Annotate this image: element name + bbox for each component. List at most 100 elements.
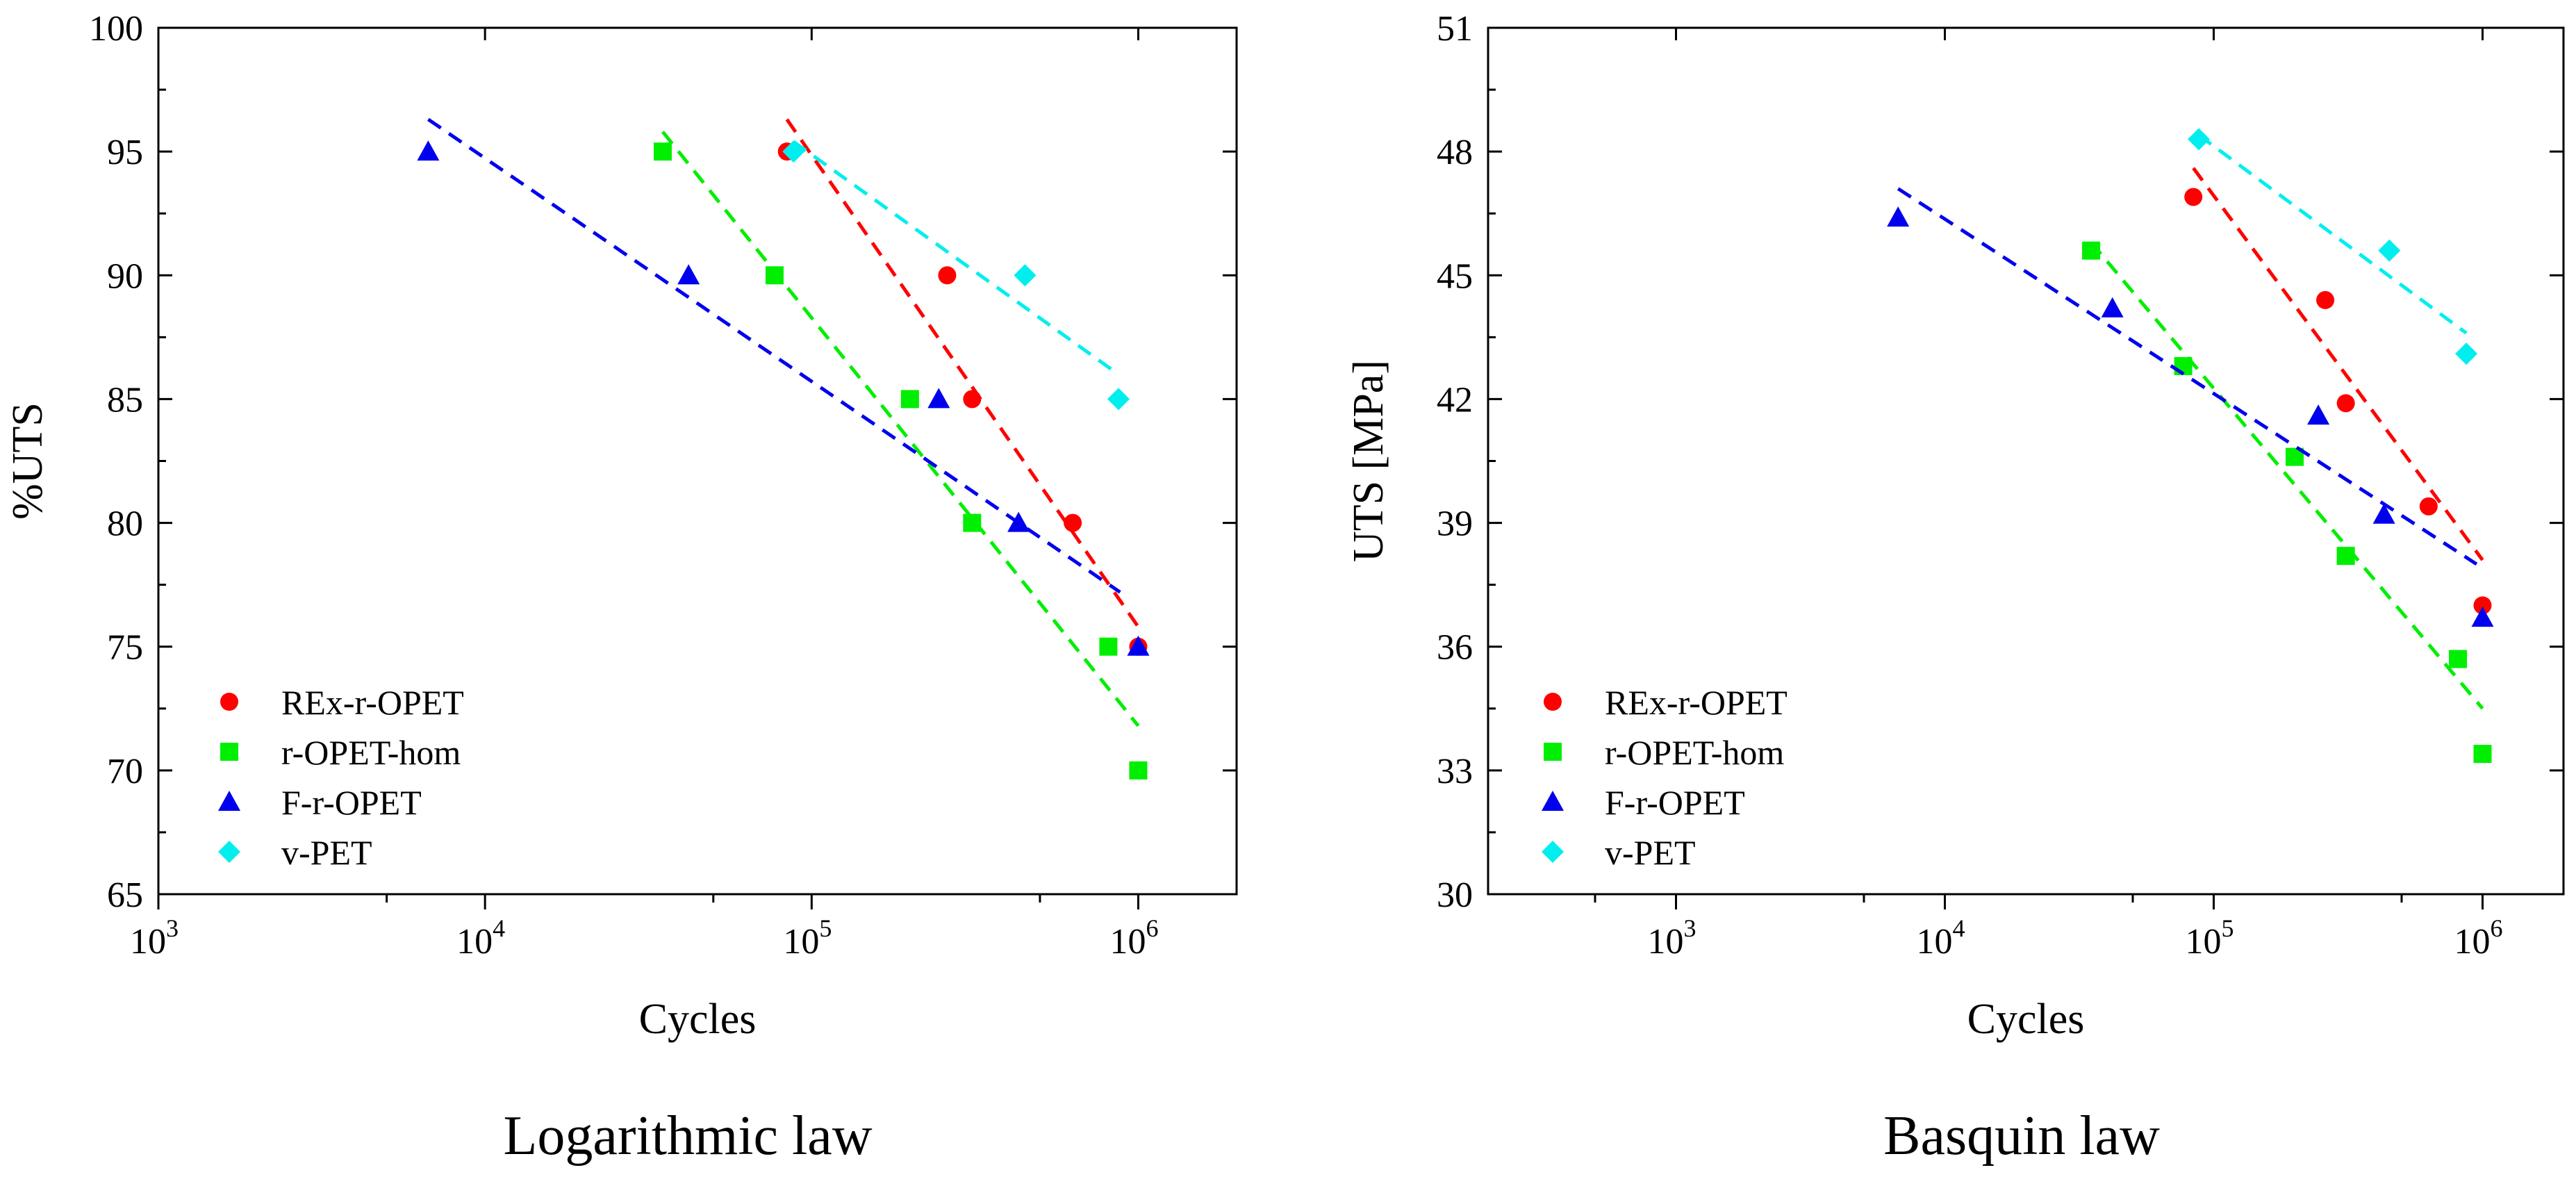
data-point-F-r-OPET (677, 264, 700, 285)
legend-label-F-r-OPET: F-r-OPET (1605, 783, 1745, 822)
fit-line-REx-r-OPET (2192, 167, 2484, 561)
y-tick-label: 75 (107, 628, 143, 668)
legend-label-v-PET: v-PET (281, 833, 372, 872)
data-point-r-OPET-hom (1099, 637, 1118, 656)
legend-marker-r-OPET-hom (220, 743, 238, 761)
x-tick-label: 104 (456, 914, 505, 962)
fit-line-F-r-OPET (427, 117, 1121, 594)
data-point-r-OPET-hom (765, 266, 784, 285)
x-tick-label-exponent: 5 (819, 914, 832, 942)
data-point-r-OPET-hom (1129, 761, 1148, 780)
panel-caption-basquin-law: Basquin law (1883, 1105, 2160, 1167)
data-point-F-r-OPET (1007, 511, 1030, 532)
legend-label-REx-r-OPET: REx-r-OPET (281, 683, 464, 722)
data-point-REx-r-OPET (2473, 596, 2492, 615)
data-point-r-OPET-hom (2336, 547, 2355, 566)
series-REx-r-OPET (2184, 167, 2492, 615)
y-tick-label: 100 (89, 9, 143, 49)
x-tick-label: 106 (1109, 914, 1158, 962)
y-axis-label: UTS [MPa] (1345, 360, 1392, 562)
y-tick-label: 80 (107, 504, 143, 544)
series-r-OPET-hom (653, 131, 1148, 780)
data-point-v-PET (2188, 128, 2211, 151)
data-point-REx-r-OPET (2184, 188, 2203, 206)
y-tick-label: 70 (107, 752, 143, 791)
data-point-r-OPET-hom (2473, 745, 2492, 764)
y-tick-label: 51 (1437, 9, 1473, 49)
data-point-F-r-OPET (1127, 635, 1150, 656)
legend-label-v-PET: v-PET (1605, 833, 1696, 872)
series-F-r-OPET (417, 117, 1150, 656)
data-point-F-r-OPET (2307, 404, 2330, 425)
data-point-F-r-OPET (2372, 503, 2395, 524)
fit-line-v-PET (2197, 133, 2468, 335)
y-tick-label: 90 (107, 256, 143, 296)
y-tick-label: 48 (1437, 133, 1473, 172)
data-point-F-r-OPET (417, 140, 440, 161)
series-v-PET (2188, 128, 2478, 365)
x-tick-label: 105 (2186, 914, 2234, 962)
x-tick-label: 104 (1917, 914, 1965, 962)
series-r-OPET-hom (2082, 241, 2492, 764)
data-point-r-OPET-hom (653, 142, 672, 161)
legend-marker-REx-r-OPET (1544, 693, 1562, 711)
x-tick-label-exponent: 4 (1953, 914, 1965, 942)
data-point-F-r-OPET (2101, 297, 2124, 318)
y-tick-label: 33 (1437, 752, 1473, 791)
fit-line-F-r-OPET (1897, 187, 2478, 566)
data-point-F-r-OPET (927, 388, 950, 409)
x-tick-label-exponent: 6 (1146, 914, 1158, 942)
y-tick-label: 39 (1437, 504, 1473, 544)
data-point-F-r-OPET (2471, 607, 2494, 627)
x-tick-label-exponent: 3 (166, 914, 179, 942)
x-tick-label-exponent: 5 (2222, 914, 2234, 942)
y-tick-label: 65 (107, 875, 143, 915)
x-axis-label: Cycles (639, 996, 757, 1043)
fit-line-r-OPET-hom (2090, 241, 2484, 710)
data-point-REx-r-OPET (2316, 290, 2335, 309)
x-tick-label-exponent: 6 (2491, 914, 2503, 942)
y-axis-label: %UTS (4, 402, 51, 520)
legend-label-r-OPET-hom: r-OPET-hom (281, 733, 461, 772)
x-axis-label: Cycles (1967, 996, 2085, 1043)
fit-line-r-OPET-hom (661, 131, 1140, 727)
legend-label-r-OPET-hom: r-OPET-hom (1605, 733, 1784, 772)
series-REx-r-OPET (777, 118, 1148, 656)
data-point-v-PET (2455, 343, 2478, 365)
data-point-v-PET (1107, 388, 1130, 411)
x-tick-label: 103 (130, 914, 179, 962)
legend-marker-v-PET (218, 841, 240, 863)
series-v-PET (782, 140, 1130, 411)
legend-label-F-r-OPET: F-r-OPET (281, 783, 422, 822)
y-tick-label: 85 (107, 380, 143, 420)
data-point-REx-r-OPET (963, 390, 982, 409)
legend-marker-F-r-OPET (218, 791, 240, 811)
x-tick-label: 106 (2454, 914, 2503, 962)
data-point-r-OPET-hom (900, 390, 919, 409)
x-tick-label: 105 (783, 914, 832, 962)
legend-marker-REx-r-OPET (220, 693, 238, 711)
y-tick-label: 36 (1437, 628, 1473, 668)
x-tick-label-exponent: 4 (493, 914, 505, 942)
data-point-REx-r-OPET (2336, 394, 2355, 413)
data-point-v-PET (1014, 264, 1037, 287)
y-tick-label: 45 (1437, 256, 1473, 296)
x-tick-label: 103 (1648, 914, 1696, 962)
fit-line-REx-r-OPET (785, 118, 1140, 628)
panel-caption-logarithmic-law: Logarithmic law (503, 1105, 873, 1167)
legend-label-REx-r-OPET: REx-r-OPET (1605, 683, 1787, 722)
legend-marker-v-PET (1542, 841, 1564, 863)
y-tick-label: 95 (107, 133, 143, 172)
data-point-r-OPET-hom (2449, 650, 2468, 668)
data-point-REx-r-OPET (1064, 513, 1082, 532)
y-tick-label: 30 (1437, 875, 1473, 915)
x-tick-label-exponent: 3 (1684, 914, 1696, 942)
legend-marker-r-OPET-hom (1544, 743, 1562, 761)
y-tick-label: 42 (1437, 380, 1473, 420)
data-point-v-PET (2378, 239, 2401, 262)
series-F-r-OPET (1887, 187, 2494, 627)
data-point-REx-r-OPET (938, 266, 957, 285)
